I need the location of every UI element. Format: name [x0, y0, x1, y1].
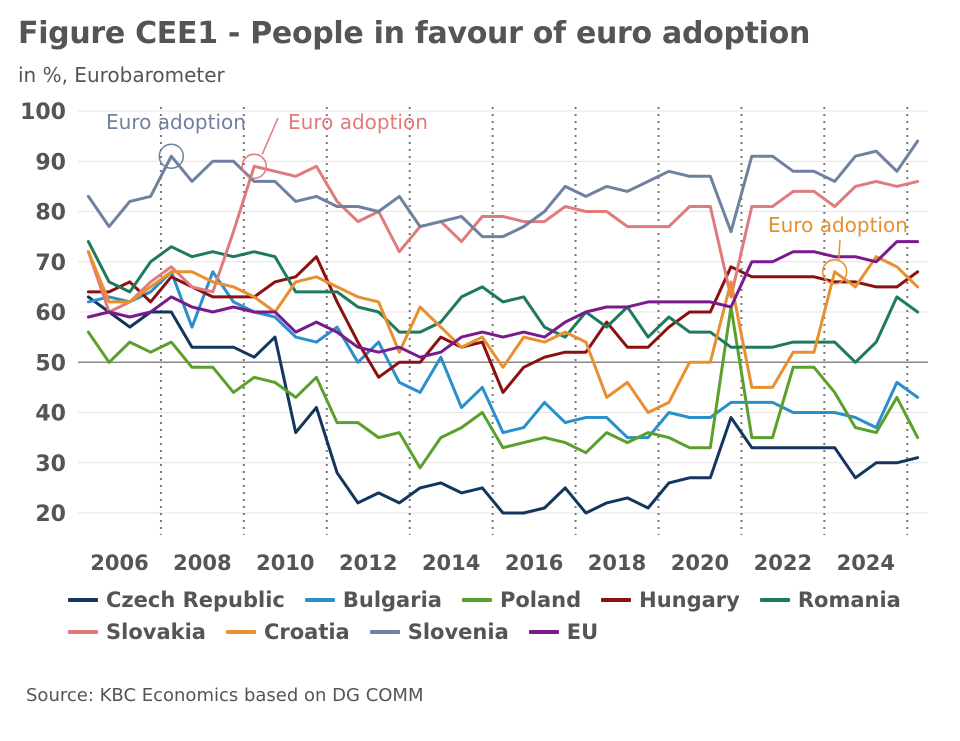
y-tick-label: 90 [35, 150, 66, 175]
series-line-poland [86, 305, 920, 470]
legend-swatch [528, 630, 559, 634]
line-chart: 20 30 40 50 60 70 80 90 100 2006 2008 2010 2012 2014 2… [20, 100, 928, 575]
legend-item-romania: Romania [759, 588, 901, 612]
y-tick-label: 20 [35, 502, 66, 527]
x-tick-label: 2008 [173, 551, 231, 575]
y-tick-label: 80 [35, 201, 66, 226]
x-tick-label: 2006 [90, 551, 148, 575]
y-tick-label: 100 [20, 100, 66, 125]
annotation-circle [241, 153, 267, 180]
x-tick-label: 2012 [339, 551, 397, 575]
legend-item-poland: Poland [461, 588, 582, 612]
legend-swatch [68, 598, 98, 602]
legend-label: Czech Republic [106, 588, 285, 612]
x-tick-label: 2022 [754, 551, 812, 575]
x-tick-label: 2024 [837, 551, 895, 575]
series-line-hungary [86, 255, 920, 394]
source-note: Source: KBC Economics based on DG COMM [26, 685, 424, 706]
series-line-slovenia [86, 139, 920, 239]
legend-item-slovenia: Slovenia [369, 620, 509, 644]
legend-label: Slovakia [106, 620, 206, 644]
legend-item-slovakia: Slovakia [68, 620, 206, 644]
legend: Czech Republic Bulgaria Poland Hungary R… [68, 588, 948, 652]
series-line-croatia [86, 250, 920, 414]
x-tick-label: 2020 [671, 551, 729, 575]
legend-swatch [225, 630, 256, 634]
annotation-circle [821, 259, 848, 285]
legend-item-eu: EU [528, 620, 599, 644]
series-line-czech-republic [86, 295, 920, 515]
chart-title: Figure CEE1 - People in favour of euro a… [18, 16, 811, 51]
legend-swatch [601, 598, 632, 602]
annotation-label: Euro adoption [106, 110, 246, 134]
annotation-label: Euro adoption [768, 213, 908, 237]
legend-swatch [304, 598, 335, 602]
legend-swatch [759, 598, 790, 602]
annotation-label: Euro adoption [288, 110, 428, 134]
legend-row-1: Czech Republic Bulgaria Poland Hungary R… [68, 588, 948, 612]
legend-label: Croatia [263, 620, 350, 644]
chart-subtitle: in %, Eurobarometer [18, 63, 225, 87]
series-line-romania [86, 240, 920, 364]
y-tick-label: 60 [35, 301, 66, 326]
legend-label: Romania [797, 588, 901, 612]
x-tick-label: 2014 [422, 551, 480, 575]
annotation-leader [837, 239, 841, 260]
legend-swatch [461, 598, 492, 602]
y-tick-label: 50 [35, 351, 66, 376]
legend-row-2: Slovakia Croatia Slovenia EU [68, 620, 948, 644]
annotation-leader [261, 117, 279, 155]
y-tick-label: 40 [35, 402, 66, 427]
series-line-eu [86, 240, 920, 359]
legend-label: Hungary [639, 588, 740, 612]
annotation-circle [158, 143, 185, 169]
legend-item-hungary: Hungary [601, 588, 740, 612]
legend-swatch [369, 630, 400, 634]
y-tick-label: 30 [35, 452, 66, 477]
legend-label: Slovenia [407, 620, 509, 644]
series-line-slovakia [86, 164, 920, 314]
legend-label: EU [566, 620, 599, 644]
legend-label: Bulgaria [342, 588, 442, 612]
legend-item-bulgaria: Bulgaria [304, 588, 442, 612]
x-tick-label: 2016 [505, 551, 563, 575]
series-line-bulgaria [86, 270, 920, 440]
x-tick-label: 2018 [588, 551, 646, 575]
legend-item-croatia: Croatia [225, 620, 350, 644]
legend-item-czech-republic: Czech Republic [68, 588, 285, 612]
x-tick-label: 2010 [256, 551, 314, 575]
legend-swatch [68, 630, 98, 634]
y-tick-label: 70 [35, 251, 66, 276]
legend-label: Poland [499, 588, 582, 612]
